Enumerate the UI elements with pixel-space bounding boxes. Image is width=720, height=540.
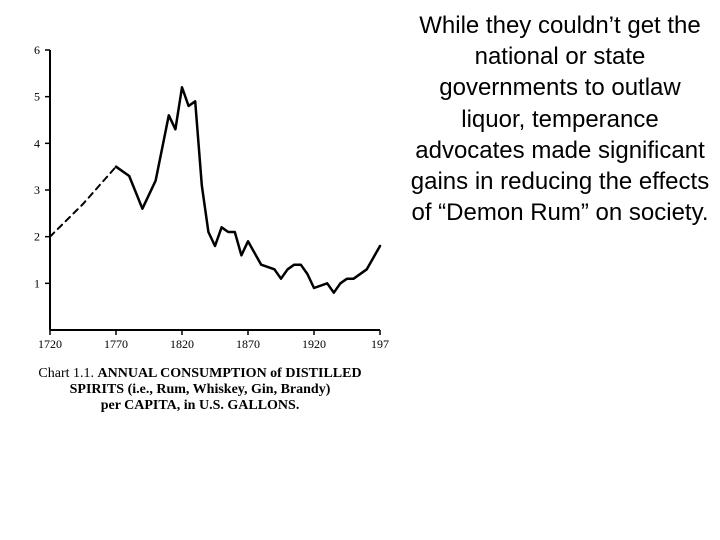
svg-text:1870: 1870	[236, 337, 260, 351]
slide: 1 2 3 4 5 6 1720 1770 1820 1870 1920 197 Chart 1.1.…	[0, 0, 720, 540]
svg-text:3: 3	[34, 183, 40, 197]
svg-text:1920: 1920	[302, 337, 326, 351]
svg-text:1820: 1820	[170, 337, 194, 351]
caption-line1: ANNUAL CONSUMPTION of DISTILLED	[98, 366, 362, 381]
svg-text:5: 5	[34, 90, 40, 104]
caption-line2: SPIRITS (i.e., Rum, Whiskey, Gin, Brandy…	[70, 382, 331, 397]
svg-text:1770: 1770	[104, 337, 128, 351]
text-column: While they couldn’t get the national or …	[400, 0, 720, 540]
body-paragraph: While they couldn’t get the national or …	[404, 10, 716, 228]
spirits-consumption-chart: 1 2 3 4 5 6 1720 1770 1820 1870 1920 197	[10, 40, 390, 360]
svg-text:1720: 1720	[38, 337, 62, 351]
svg-text:2: 2	[34, 230, 40, 244]
svg-text:197: 197	[371, 337, 389, 351]
svg-text:6: 6	[34, 43, 40, 57]
chart-caption: Chart 1.1. ANNUAL CONSUMPTION of DISTILL…	[10, 366, 390, 414]
svg-text:1: 1	[34, 276, 40, 290]
chart-column: 1 2 3 4 5 6 1720 1770 1820 1870 1920 197 Chart 1.1.…	[0, 0, 400, 540]
caption-line3: per CAPITA, in U.S. GALLONS.	[101, 398, 300, 413]
caption-prefix: Chart 1.1.	[38, 366, 97, 381]
chart-container: 1 2 3 4 5 6 1720 1770 1820 1870 1920 197 Chart 1.1.…	[10, 40, 390, 414]
svg-text:4: 4	[34, 136, 40, 150]
